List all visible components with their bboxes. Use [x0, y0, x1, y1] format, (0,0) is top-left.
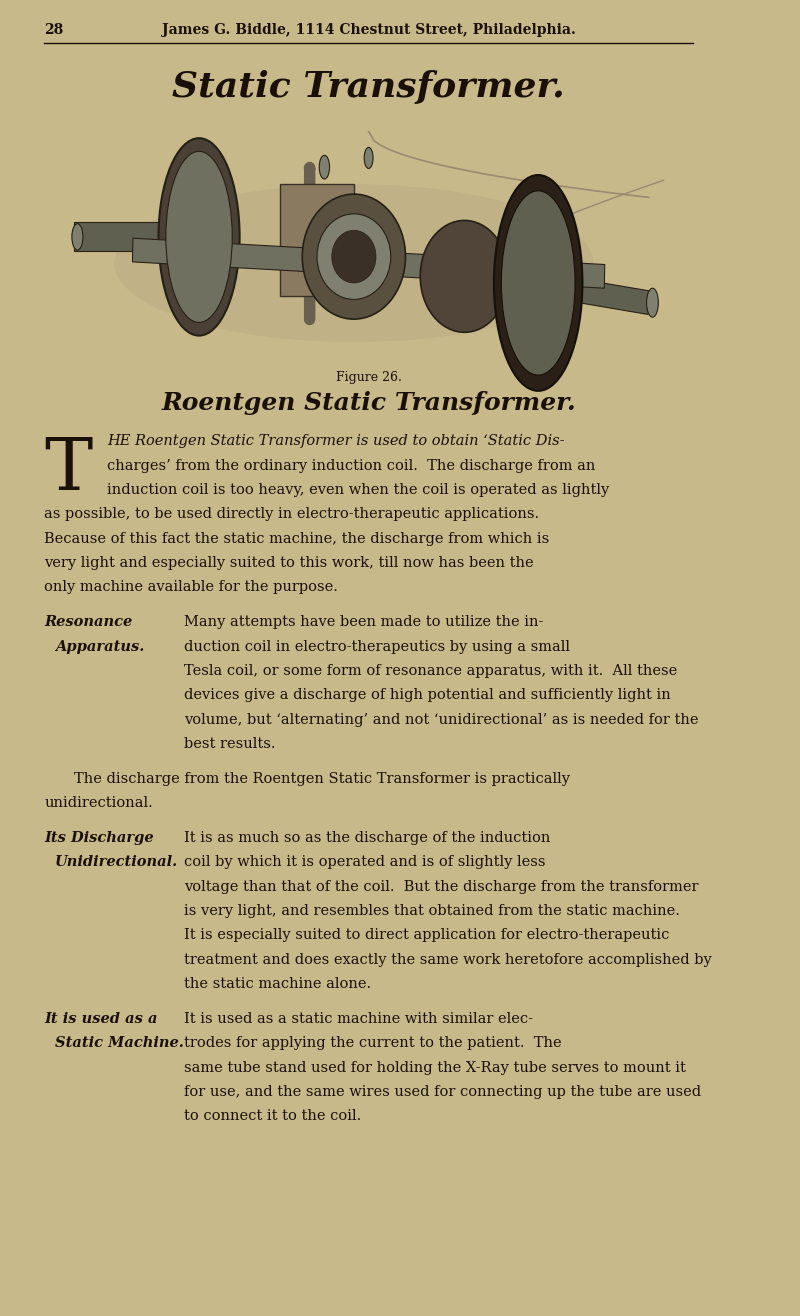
Ellipse shape: [494, 175, 582, 391]
FancyBboxPatch shape: [280, 184, 354, 296]
Text: It is used as a: It is used as a: [44, 1012, 158, 1026]
Text: is very light, and resembles that obtained from the static machine.: is very light, and resembles that obtain…: [184, 904, 680, 919]
Ellipse shape: [166, 151, 232, 322]
Text: charges’ from the ordinary induction coil.  The discharge from an: charges’ from the ordinary induction coi…: [107, 458, 595, 472]
Polygon shape: [74, 222, 199, 251]
Ellipse shape: [302, 193, 406, 320]
Text: voltage than that of the coil.  But the discharge from the transformer: voltage than that of the coil. But the d…: [184, 879, 699, 894]
Ellipse shape: [646, 288, 658, 317]
Polygon shape: [133, 238, 605, 288]
FancyBboxPatch shape: [59, 191, 678, 362]
Text: Roentgen Static Transformer.: Roentgen Static Transformer.: [162, 391, 576, 415]
Ellipse shape: [158, 138, 240, 336]
Text: as possible, to be used directly in electro-therapeutic applications.: as possible, to be used directly in elec…: [44, 507, 539, 521]
Text: T: T: [44, 434, 93, 505]
Text: to connect it to the coil.: to connect it to the coil.: [184, 1109, 362, 1124]
Text: devices give a discharge of high potential and sufficiently light in: devices give a discharge of high potenti…: [184, 688, 671, 703]
Text: Static Transformer.: Static Transformer.: [172, 70, 565, 104]
Text: for use, and the same wires used for connecting up the tube are used: for use, and the same wires used for con…: [184, 1084, 702, 1099]
Text: Apparatus.: Apparatus.: [55, 640, 145, 654]
Text: Tesla coil, or some form of resonance apparatus, with it.  All these: Tesla coil, or some form of resonance ap…: [184, 663, 678, 678]
Ellipse shape: [332, 230, 376, 283]
Text: Static Machine.: Static Machine.: [55, 1037, 184, 1050]
Text: 28: 28: [44, 22, 63, 37]
Text: induction coil is too heavy, even when the coil is operated as lightly: induction coil is too heavy, even when t…: [107, 483, 609, 497]
Text: unidirectional.: unidirectional.: [44, 796, 153, 811]
Text: Figure 26.: Figure 26.: [336, 371, 402, 384]
Text: treatment and does exactly the same work heretofore accomplished by: treatment and does exactly the same work…: [184, 953, 712, 967]
Polygon shape: [494, 265, 650, 315]
Text: Many attempts have been made to utilize the in-: Many attempts have been made to utilize …: [184, 616, 544, 629]
Ellipse shape: [72, 224, 83, 250]
Text: volume, but ‘alternating’ and not ‘unidirectional’ as is needed for the: volume, but ‘alternating’ and not ‘unidi…: [184, 713, 699, 726]
Text: only machine available for the purpose.: only machine available for the purpose.: [44, 580, 338, 595]
Text: trodes for applying the current to the patient.  The: trodes for applying the current to the p…: [184, 1037, 562, 1050]
Text: best results.: best results.: [184, 737, 276, 751]
Ellipse shape: [502, 191, 575, 375]
Text: It is especially suited to direct application for electro-therapeutic: It is especially suited to direct applic…: [184, 929, 670, 942]
Text: Its Discharge: Its Discharge: [44, 832, 154, 845]
Ellipse shape: [317, 213, 390, 299]
Text: duction coil in electro-therapeutics by using a small: duction coil in electro-therapeutics by …: [184, 640, 570, 654]
Text: same tube stand used for holding the X-Ray tube serves to mount it: same tube stand used for holding the X-R…: [184, 1061, 686, 1075]
Text: James G. Biddle, 1114 Chestnut Street, Philadelphia.: James G. Biddle, 1114 Chestnut Street, P…: [162, 22, 575, 37]
Text: Resonance: Resonance: [44, 616, 133, 629]
Text: It is used as a static machine with similar elec-: It is used as a static machine with simi…: [184, 1012, 534, 1026]
Ellipse shape: [114, 184, 594, 342]
Text: HE Roentgen Static Transformer is used to obtain ‘Static Dis-: HE Roentgen Static Transformer is used t…: [107, 434, 565, 449]
Text: the static machine alone.: the static machine alone.: [184, 976, 371, 991]
Ellipse shape: [420, 220, 509, 332]
Text: It is as much so as the discharge of the induction: It is as much so as the discharge of the…: [184, 832, 550, 845]
Text: Because of this fact the static machine, the discharge from which is: Because of this fact the static machine,…: [44, 532, 550, 546]
Ellipse shape: [364, 147, 373, 168]
Text: The discharge from the Roentgen Static Transformer is practically: The discharge from the Roentgen Static T…: [74, 771, 570, 786]
Text: very light and especially suited to this work, till now has been the: very light and especially suited to this…: [44, 555, 534, 570]
Text: coil by which it is operated and is of slightly less: coil by which it is operated and is of s…: [184, 855, 546, 870]
Ellipse shape: [319, 155, 330, 179]
Text: Unidirectional.: Unidirectional.: [55, 855, 178, 870]
